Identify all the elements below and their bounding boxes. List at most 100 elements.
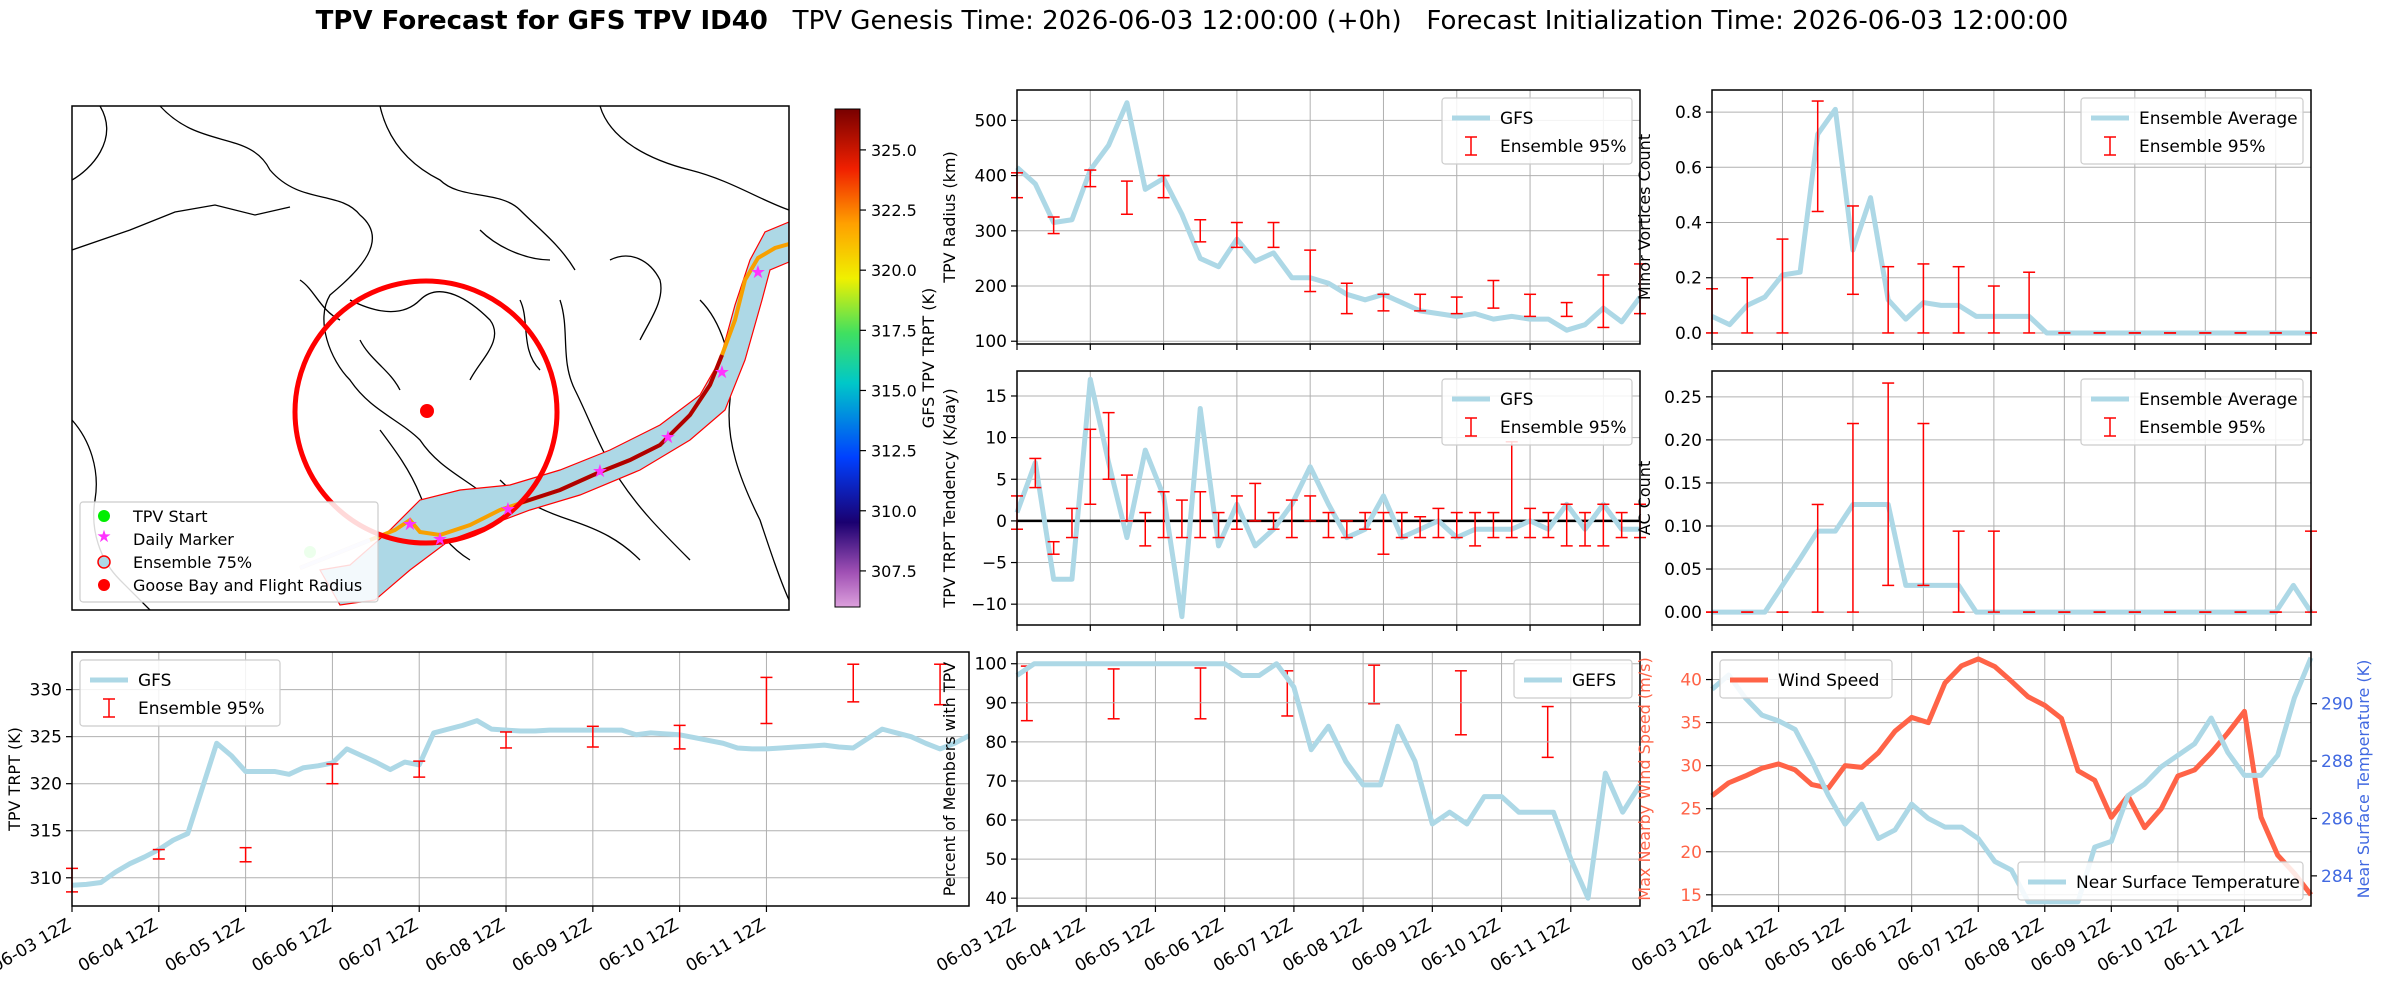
errorbar	[673, 724, 686, 750]
errorbar	[1212, 511, 1225, 539]
y-tick-label: 5	[996, 470, 1007, 490]
errorbar	[1304, 249, 1317, 293]
legend-box	[1441, 97, 1633, 165]
y-tick-label: 300	[975, 222, 1007, 242]
errorbar	[1505, 441, 1518, 539]
errorbar	[1322, 511, 1335, 539]
y-tick-label: 0.10	[1664, 517, 1702, 537]
y-tick-label: 0.2	[1675, 269, 1702, 289]
errorbar	[1469, 511, 1482, 547]
errorbar	[1952, 265, 1965, 334]
legend-box	[2080, 378, 2304, 446]
legend-label: Ensemble Average	[2139, 109, 2298, 129]
errorbar	[1194, 491, 1207, 539]
legend-label: Ensemble 95%	[1500, 418, 1627, 438]
errorbar	[1541, 705, 1554, 759]
errorbar	[1084, 428, 1097, 505]
y-tick-label: 15	[985, 387, 1007, 407]
legend: GFS Ensemble 95%	[79, 659, 281, 727]
errorbar	[1811, 503, 1824, 613]
y-tick-label: 15	[1680, 886, 1702, 906]
errorbar	[1230, 495, 1243, 530]
errorbar	[1615, 511, 1628, 539]
errorbar	[239, 846, 252, 863]
x-tick-label: 06-11 12Z	[1487, 915, 1573, 976]
errorbar	[413, 760, 426, 778]
errorbar	[934, 663, 947, 706]
legend-box	[1513, 659, 1633, 699]
errorbar	[1359, 511, 1372, 530]
y-tick-label: 30	[1680, 757, 1702, 777]
y-tick-label: 0.20	[1664, 431, 1702, 451]
legend-box	[2017, 861, 2304, 901]
x-tick-label: 06-09 12Z	[509, 915, 595, 976]
y-tick-label: 500	[975, 111, 1007, 131]
chart-tendency: −10 −5 0 5 10 15 TPV TRPT Tendency (K/day) GFS E…	[940, 370, 1646, 631]
y-tick-label: 400	[975, 167, 1007, 187]
errorbar	[326, 763, 339, 785]
y-tick-label: 50	[985, 850, 1007, 870]
errorbar	[1524, 507, 1537, 539]
legend-label: GFS	[1500, 109, 1533, 129]
errorbar	[1047, 540, 1060, 555]
errorbar	[1157, 491, 1170, 539]
y-tick-label: 0.15	[1664, 474, 1702, 494]
y-tick-label: 0.8	[1675, 103, 1702, 123]
legend: GEFS	[1513, 659, 1633, 699]
errorbar	[1450, 296, 1463, 315]
y-tick-label: 40	[985, 889, 1007, 909]
y-axis-label: TPV TRPT Tendency (K/day)	[940, 388, 959, 608]
errorbar	[1377, 293, 1390, 312]
axes-frame	[1016, 651, 1641, 907]
y2-tick-label: 286	[2321, 809, 2353, 829]
errorbar	[1487, 279, 1500, 309]
y-tick-label: −5	[982, 554, 1007, 574]
y2-tick-label: 284	[2321, 867, 2353, 887]
errorbar	[1917, 263, 1930, 334]
legend-label: GFS	[1500, 390, 1533, 410]
axes-frame	[1711, 651, 2312, 907]
y-tick-label: 100	[975, 655, 1007, 675]
series-line-wind	[1710, 656, 2313, 897]
axes-frame	[1016, 370, 1641, 626]
chart-radius: 100 200 300 400 500 TPV Radius (km) GFS Ensembl…	[940, 89, 1646, 352]
errorbar	[1340, 520, 1353, 539]
x-tick-label: 06-11 12Z	[683, 915, 769, 976]
errorbar	[586, 725, 599, 748]
errorbar	[1194, 667, 1207, 720]
legend: Ensemble Average Ensemble 95%	[2080, 97, 2304, 165]
errorbar	[1368, 664, 1381, 705]
y-tick-label: 0.05	[1664, 560, 1702, 580]
axes-frame	[1711, 89, 2312, 345]
legend-label: GEFS	[1572, 671, 1616, 691]
errorbar	[1560, 503, 1573, 547]
chart-trpt: 310 315 320 325 330 06-03 12Z 06-04 12Z 06-05 1…	[0, 651, 1554, 976]
y-tick-label: 0.0	[1675, 324, 1702, 344]
errorbar	[1175, 499, 1188, 539]
series-line-radius	[1015, 100, 1643, 333]
figure-title: TPV Forecast for GFS TPV ID40 TPV Genesi…	[315, 6, 2069, 36]
errorbar	[1741, 276, 1754, 334]
series-line-ac	[1712, 501, 2314, 615]
errorbar	[1524, 293, 1537, 318]
y-axis-label: Minor Vortices Count	[1635, 134, 1654, 300]
y-tick-label: 0.4	[1675, 214, 1702, 234]
errorbar	[1811, 100, 1824, 213]
y-tick-label: 320	[30, 775, 62, 795]
errorbar	[1102, 411, 1115, 481]
legend-label: Ensemble 95%	[2139, 137, 2266, 157]
errorbar	[1230, 221, 1243, 249]
legend-box	[1719, 659, 1893, 699]
errorbar	[1846, 422, 1859, 613]
x-tick-label: 06-03 12Z	[0, 915, 75, 976]
errorbar	[1579, 511, 1592, 547]
y-tick-label: 310	[30, 869, 62, 889]
y-tick-label: 60	[985, 811, 1007, 831]
errorbar	[1882, 265, 1895, 334]
legend-label: Near Surface Temperature	[2076, 873, 2300, 893]
y-tick-label: 325	[30, 728, 62, 748]
legend: Wind Speed	[1719, 659, 1893, 699]
legend: Ensemble Average Ensemble 95%	[2080, 378, 2304, 446]
errorbar	[1450, 511, 1463, 539]
